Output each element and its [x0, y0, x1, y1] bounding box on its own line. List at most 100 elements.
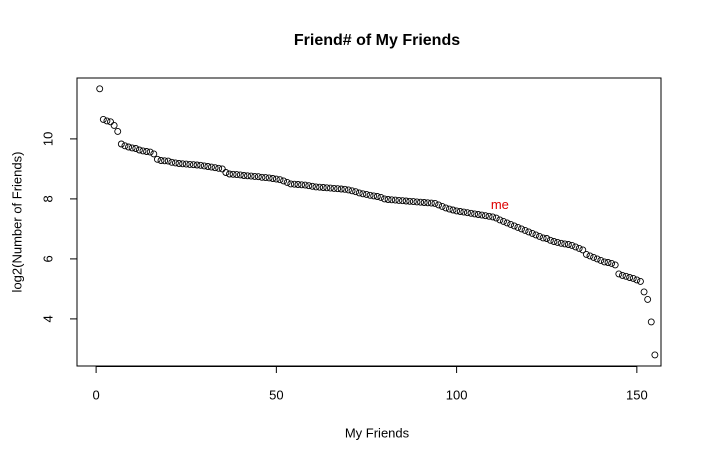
point	[258, 173, 266, 181]
point	[629, 274, 637, 282]
point	[179, 160, 187, 168]
point	[193, 161, 201, 169]
point	[471, 210, 479, 218]
point	[557, 239, 565, 247]
y-tick-label: 10	[40, 132, 55, 146]
point	[135, 146, 143, 154]
y-tick-label: 8	[40, 195, 55, 202]
point	[561, 240, 569, 248]
point	[251, 172, 259, 180]
x-tick-label: 0	[92, 387, 99, 402]
point	[168, 158, 176, 166]
point	[381, 195, 388, 203]
point	[146, 148, 154, 156]
point	[384, 196, 392, 203]
point	[175, 160, 183, 167]
point	[341, 185, 349, 193]
point	[431, 199, 439, 207]
point	[438, 202, 446, 210]
point	[308, 182, 316, 190]
y-tick-label: 6	[40, 255, 55, 262]
point	[287, 180, 295, 188]
point	[114, 127, 122, 135]
point	[637, 277, 644, 285]
point	[647, 318, 655, 326]
point	[247, 172, 255, 180]
point	[582, 250, 590, 258]
x-tick-label: 100	[446, 387, 468, 402]
point	[543, 235, 551, 242]
point	[489, 213, 497, 221]
point	[500, 217, 507, 225]
point	[345, 186, 352, 194]
point	[604, 259, 612, 266]
point	[319, 184, 327, 191]
x-axis-label: My Friends	[345, 425, 410, 440]
point	[424, 199, 432, 207]
point	[427, 199, 435, 207]
point	[600, 258, 608, 266]
point	[406, 197, 414, 205]
point	[644, 295, 652, 303]
point	[568, 241, 576, 249]
point	[618, 271, 626, 279]
point	[280, 177, 288, 185]
point	[615, 270, 623, 278]
point	[352, 188, 360, 196]
point	[586, 252, 594, 260]
point	[536, 232, 543, 240]
point	[467, 209, 475, 217]
point	[132, 145, 140, 152]
point	[391, 196, 399, 204]
point	[363, 190, 370, 198]
point	[503, 219, 511, 227]
point	[164, 157, 172, 165]
point	[373, 193, 381, 200]
x-tick-label: 150	[626, 387, 648, 402]
point	[442, 204, 450, 212]
point	[208, 163, 215, 171]
point	[420, 199, 428, 206]
point	[496, 216, 504, 224]
point	[579, 246, 587, 254]
point	[608, 259, 616, 267]
point	[323, 184, 331, 192]
point	[445, 205, 453, 213]
point	[334, 185, 342, 193]
point	[337, 185, 345, 193]
point	[150, 150, 158, 158]
point	[546, 236, 554, 244]
point	[171, 159, 179, 167]
point	[359, 190, 367, 198]
point	[622, 272, 630, 280]
point	[107, 118, 114, 126]
point	[226, 170, 233, 178]
point	[355, 189, 363, 197]
x-tick-label: 50	[269, 387, 283, 402]
point	[110, 121, 118, 129]
point	[128, 144, 136, 152]
point	[481, 212, 489, 220]
point	[435, 201, 443, 209]
point	[262, 174, 269, 182]
point	[449, 206, 457, 214]
point	[316, 183, 324, 191]
point	[564, 241, 572, 248]
point	[236, 171, 244, 179]
point	[550, 238, 558, 245]
point	[215, 164, 223, 172]
point	[485, 212, 493, 220]
point	[240, 172, 248, 179]
point	[510, 222, 518, 230]
point	[395, 196, 403, 204]
point	[233, 171, 241, 179]
point	[518, 225, 525, 233]
y-axis-label: log2(Number of Friends)	[9, 152, 24, 293]
point	[409, 198, 417, 206]
point	[478, 211, 486, 219]
annotation: me	[491, 197, 509, 212]
point	[626, 274, 634, 281]
point	[474, 211, 482, 218]
point	[554, 238, 561, 246]
